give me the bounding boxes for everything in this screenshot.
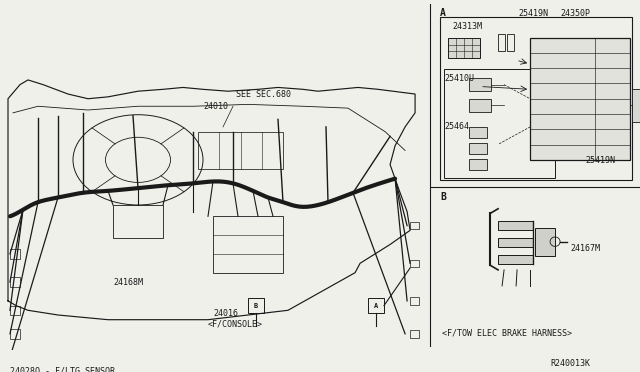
Bar [198, 132, 283, 169]
Bar [444, 69, 555, 178]
Bar [469, 159, 487, 170]
Bar [410, 222, 419, 230]
Bar [410, 297, 419, 305]
Bar [498, 34, 505, 51]
Bar [469, 127, 487, 138]
Bar [248, 298, 264, 313]
Bar [440, 17, 632, 180]
Bar [469, 78, 491, 91]
Text: B: B [254, 302, 258, 309]
Bar [469, 99, 491, 112]
Text: 25419N: 25419N [518, 9, 548, 17]
Bar [498, 221, 533, 230]
Bar [507, 34, 514, 51]
Text: SEE SEC.680: SEE SEC.680 [236, 90, 291, 99]
Bar [498, 255, 533, 264]
Text: 24350P: 24350P [560, 9, 590, 17]
Text: 25419N: 25419N [585, 156, 615, 165]
Text: 24313M: 24313M [452, 22, 482, 31]
Text: 24016: 24016 [213, 309, 238, 318]
Bar [469, 143, 487, 154]
Text: R240013K: R240013K [550, 359, 590, 368]
Text: A: A [440, 8, 446, 18]
Bar [498, 238, 533, 247]
Bar [535, 228, 555, 256]
Bar [632, 89, 640, 122]
Bar [10, 278, 20, 287]
Text: 24010: 24010 [203, 102, 228, 111]
Text: 25464: 25464 [444, 122, 469, 131]
Bar [10, 305, 20, 315]
Bar [530, 38, 630, 160]
Bar [410, 330, 419, 337]
Bar [10, 329, 20, 339]
Bar [113, 205, 163, 238]
Text: 24028Q - F/LTG SENSOR: 24028Q - F/LTG SENSOR [10, 367, 115, 372]
Text: B: B [440, 192, 446, 202]
Bar [410, 260, 419, 267]
Text: A: A [374, 302, 378, 309]
Bar [10, 353, 20, 362]
Text: 24167M: 24167M [570, 244, 600, 253]
Bar [10, 249, 20, 259]
Bar [213, 216, 283, 273]
Text: <F/TOW ELEC BRAKE HARNESS>: <F/TOW ELEC BRAKE HARNESS> [442, 328, 572, 337]
Bar [448, 38, 480, 58]
Bar [368, 298, 384, 313]
Text: 24168M: 24168M [113, 278, 143, 286]
Text: 25410U: 25410U [444, 74, 474, 83]
Text: <F/CONSOLE>: <F/CONSOLE> [208, 320, 263, 329]
